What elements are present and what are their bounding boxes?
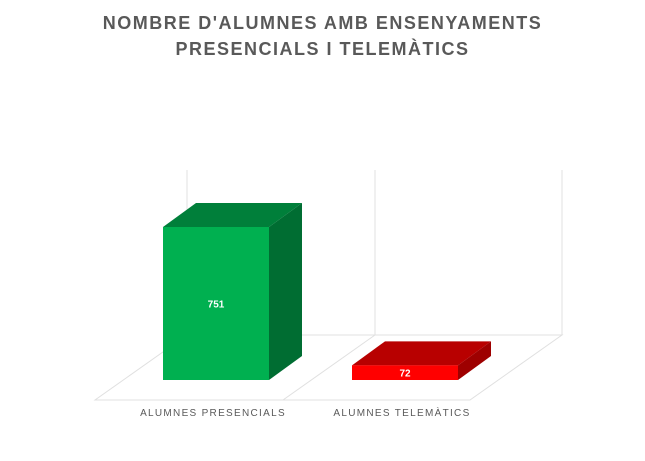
chart-title: NOMBRE D'ALUMNES AMB ENSENYAMENTS PRESEN… [102, 13, 543, 59]
x-tick-label: ALUMNES PRESENCIALS [140, 408, 286, 419]
bar-front [352, 365, 458, 380]
bar-side [269, 203, 302, 380]
bar-top [163, 203, 302, 227]
bar-top [352, 341, 491, 366]
bar [352, 341, 491, 380]
bar [163, 203, 302, 380]
value-label: 751 [208, 300, 225, 311]
value-label: 72 [399, 369, 411, 380]
bar-front [163, 227, 269, 380]
floor-line [282, 334, 376, 401]
bar-side [458, 341, 491, 380]
x-tick-label: ALUMNES TELEMÀTICS [333, 406, 470, 419]
